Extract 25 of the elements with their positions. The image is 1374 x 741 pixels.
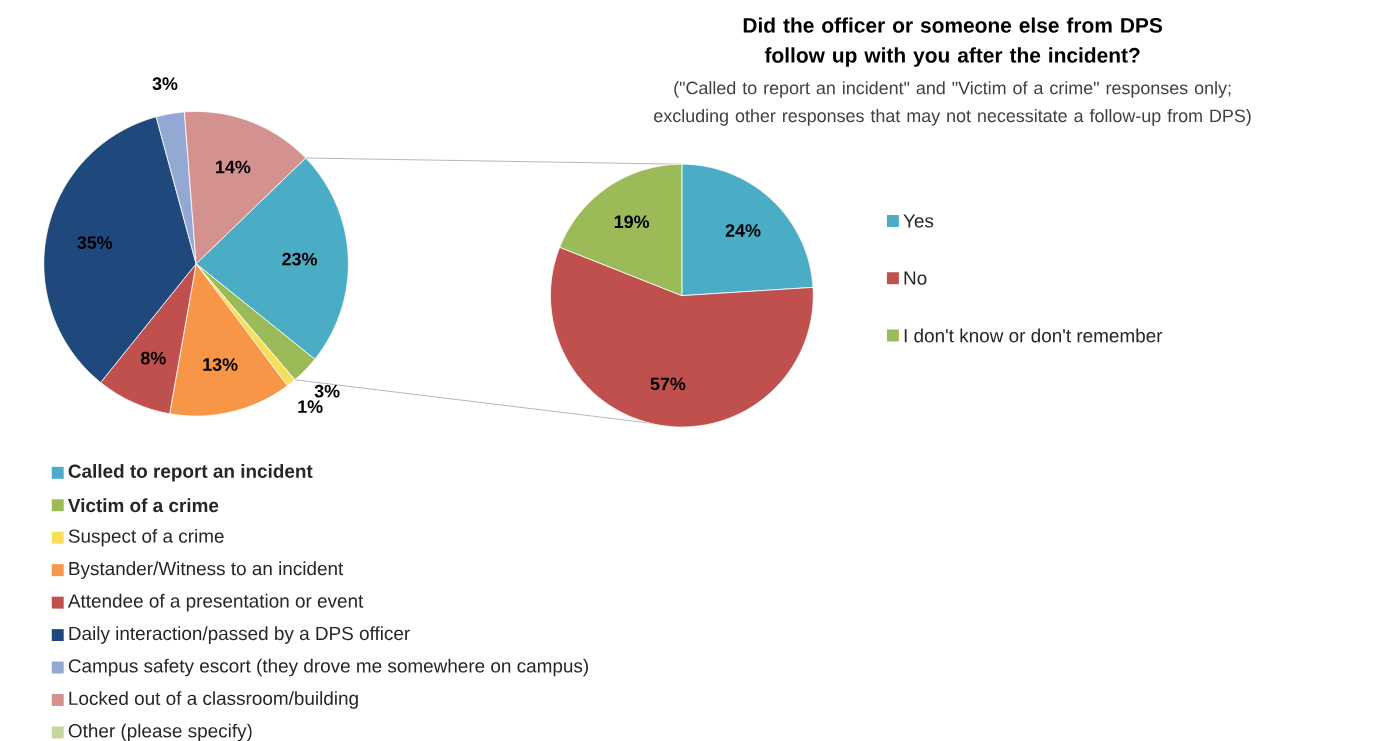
legend-label: No	[904, 271, 927, 285]
data-label: 1%	[298, 400, 323, 413]
data-label: 3%	[314, 384, 340, 398]
legend-label: Locked out of a classroom/building	[69, 691, 358, 709]
legend-label: Daily interaction/passed by a DPS officer	[69, 626, 410, 644]
data-label: 24%	[725, 224, 761, 237]
legend-label: Suspect of a crime	[68, 528, 224, 547]
data-label: 14%	[216, 160, 251, 174]
chart-subtitle: ("Called to report an incident" and "Victim of a crime" responses only; excluding other responses that may not necessitate a follow-up from DPS)	[654, 81, 1251, 126]
legend-label: Yes	[903, 214, 934, 228]
data-label: 3%	[152, 77, 178, 90]
legend-label: I don't know or don't remember	[904, 328, 1163, 343]
legend-label: Campus safety escort (they drove me somewhere on campus)	[68, 658, 589, 677]
data-label: 13%	[203, 358, 238, 371]
data-label: 35%	[77, 236, 113, 249]
data-label: 8%	[140, 351, 166, 365]
data-label: 57%	[650, 377, 686, 391]
data-label: 23%	[282, 252, 318, 266]
legend-label: Called to report an incident	[68, 463, 313, 482]
data-label: 19%	[614, 215, 650, 228]
legend-label: Attendee of a presentation or event	[67, 593, 364, 612]
legend-label: Victim of a crime	[68, 498, 219, 513]
legend-label: Bystander/Witness to an incident	[69, 561, 344, 579]
chart-title: Did the officer or someone else from DPS follow up with you after the incident?	[743, 17, 1163, 67]
legend-label: Other (please specify)	[68, 723, 252, 741]
